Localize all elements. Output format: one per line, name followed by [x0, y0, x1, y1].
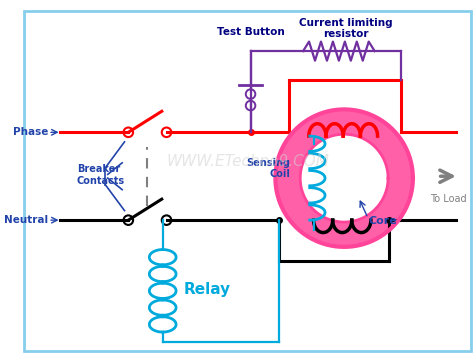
- Text: Test Button: Test Button: [217, 27, 284, 37]
- Text: Breaker
Contacts: Breaker Contacts: [77, 164, 125, 186]
- Text: WWW.ETechno9.COM: WWW.ETechno9.COM: [166, 155, 329, 169]
- Text: To Load: To Load: [430, 194, 466, 205]
- Text: Current limiting
resistor: Current limiting resistor: [299, 18, 393, 39]
- Text: Neutral: Neutral: [4, 215, 48, 225]
- Text: Relay: Relay: [184, 282, 231, 297]
- Text: Sensing
Coil: Sensing Coil: [246, 158, 291, 180]
- Text: Core: Core: [368, 216, 397, 226]
- Text: Phase: Phase: [13, 127, 48, 137]
